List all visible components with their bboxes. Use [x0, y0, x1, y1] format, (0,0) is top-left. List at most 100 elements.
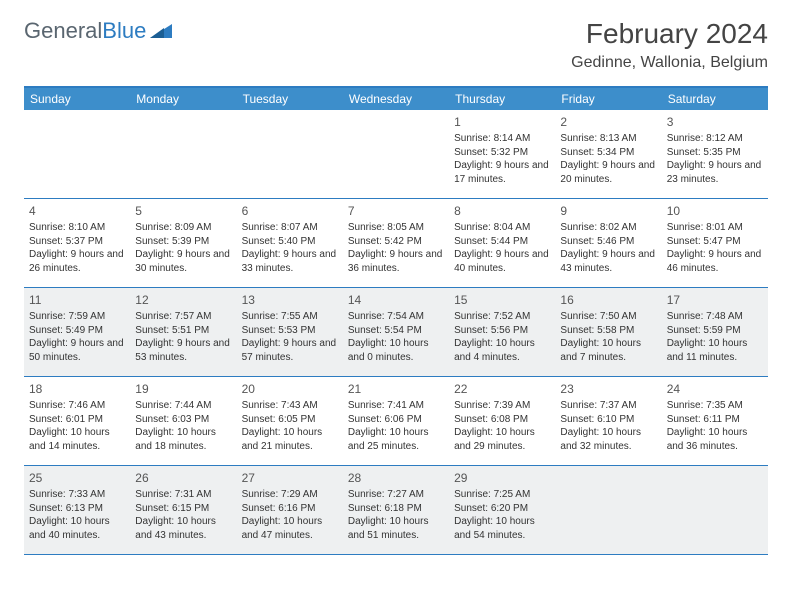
- sunrise-text: Sunrise: 7:43 AM: [242, 399, 338, 413]
- weekday-header-row: SundayMondayTuesdayWednesdayThursdayFrid…: [24, 88, 768, 110]
- sunrise-text: Sunrise: 8:13 AM: [560, 132, 656, 146]
- daylight-text: Daylight: 10 hours and 4 minutes.: [454, 337, 550, 364]
- calendar-day: 12Sunrise: 7:57 AMSunset: 5:51 PMDayligh…: [130, 288, 236, 376]
- sunset-text: Sunset: 5:53 PM: [242, 324, 338, 338]
- sunset-text: Sunset: 6:03 PM: [135, 413, 231, 427]
- weekday-header: Wednesday: [343, 88, 449, 110]
- sunrise-text: Sunrise: 8:12 AM: [667, 132, 763, 146]
- day-info: Sunrise: 7:41 AMSunset: 6:06 PMDaylight:…: [348, 399, 444, 453]
- day-number: 25: [29, 470, 125, 486]
- sunset-text: Sunset: 5:32 PM: [454, 146, 550, 160]
- calendar-week: 11Sunrise: 7:59 AMSunset: 5:49 PMDayligh…: [24, 288, 768, 377]
- sunrise-text: Sunrise: 7:48 AM: [667, 310, 763, 324]
- day-info: Sunrise: 7:44 AMSunset: 6:03 PMDaylight:…: [135, 399, 231, 453]
- sunset-text: Sunset: 5:47 PM: [667, 235, 763, 249]
- daylight-text: Daylight: 10 hours and 21 minutes.: [242, 426, 338, 453]
- daylight-text: Daylight: 10 hours and 0 minutes.: [348, 337, 444, 364]
- calendar-day: 6Sunrise: 8:07 AMSunset: 5:40 PMDaylight…: [237, 199, 343, 287]
- daylight-text: Daylight: 10 hours and 14 minutes.: [29, 426, 125, 453]
- sunset-text: Sunset: 6:11 PM: [667, 413, 763, 427]
- logo-text-blue: Blue: [102, 18, 146, 44]
- calendar-week: 18Sunrise: 7:46 AMSunset: 6:01 PMDayligh…: [24, 377, 768, 466]
- day-number: 18: [29, 381, 125, 397]
- calendar-week: 4Sunrise: 8:10 AMSunset: 5:37 PMDaylight…: [24, 199, 768, 288]
- day-number: 22: [454, 381, 550, 397]
- daylight-text: Daylight: 9 hours and 26 minutes.: [29, 248, 125, 275]
- daylight-text: Daylight: 10 hours and 43 minutes.: [135, 515, 231, 542]
- sunset-text: Sunset: 6:10 PM: [560, 413, 656, 427]
- day-number: 15: [454, 292, 550, 308]
- sunset-text: Sunset: 6:01 PM: [29, 413, 125, 427]
- day-info: Sunrise: 8:13 AMSunset: 5:34 PMDaylight:…: [560, 132, 656, 186]
- day-number: 5: [135, 203, 231, 219]
- day-info: Sunrise: 8:12 AMSunset: 5:35 PMDaylight:…: [667, 132, 763, 186]
- calendar-day: 4 Sunrise: 8:10 AMSunset: 5:37 PMDaylight…: [24, 199, 130, 287]
- day-number: 9: [560, 203, 656, 219]
- day-number: 2: [560, 114, 656, 130]
- day-info: Sunrise: 8:10 AMSunset: 5:37 PMDaylight:…: [29, 221, 125, 275]
- daylight-text: Daylight: 9 hours and 53 minutes.: [135, 337, 231, 364]
- sunrise-text: Sunrise: 7:31 AM: [135, 488, 231, 502]
- day-number: 10: [667, 203, 763, 219]
- calendar-day: 13Sunrise: 7:55 AMSunset: 5:53 PMDayligh…: [237, 288, 343, 376]
- sunrise-text: Sunrise: 8:10 AM: [29, 221, 125, 235]
- day-number: 26: [135, 470, 231, 486]
- sunrise-text: Sunrise: 8:05 AM: [348, 221, 444, 235]
- sunrise-text: Sunrise: 7:25 AM: [454, 488, 550, 502]
- sunrise-text: Sunrise: 7:27 AM: [348, 488, 444, 502]
- day-number: 27: [242, 470, 338, 486]
- day-number: 3: [667, 114, 763, 130]
- sunrise-text: Sunrise: 7:50 AM: [560, 310, 656, 324]
- daylight-text: Daylight: 9 hours and 57 minutes.: [242, 337, 338, 364]
- day-number: 21: [348, 381, 444, 397]
- day-info: Sunrise: 7:48 AMSunset: 5:59 PMDaylight:…: [667, 310, 763, 364]
- sunset-text: Sunset: 5:34 PM: [560, 146, 656, 160]
- day-info: Sunrise: 7:27 AMSunset: 6:18 PMDaylight:…: [348, 488, 444, 542]
- day-number: 28: [348, 470, 444, 486]
- day-number: 23: [560, 381, 656, 397]
- sunrise-text: Sunrise: 7:44 AM: [135, 399, 231, 413]
- logo-text-gray: General: [24, 18, 102, 44]
- sunrise-text: Sunrise: 7:35 AM: [667, 399, 763, 413]
- sunrise-text: Sunrise: 7:55 AM: [242, 310, 338, 324]
- daylight-text: Daylight: 10 hours and 54 minutes.: [454, 515, 550, 542]
- day-info: Sunrise: 7:35 AMSunset: 6:11 PMDaylight:…: [667, 399, 763, 453]
- day-info: Sunrise: 7:43 AMSunset: 6:05 PMDaylight:…: [242, 399, 338, 453]
- calendar-day: 22Sunrise: 7:39 AMSunset: 6:08 PMDayligh…: [449, 377, 555, 465]
- calendar-day: 11Sunrise: 7:59 AMSunset: 5:49 PMDayligh…: [24, 288, 130, 376]
- day-number: 4: [29, 203, 125, 219]
- day-info: Sunrise: 7:54 AMSunset: 5:54 PMDaylight:…: [348, 310, 444, 364]
- calendar-day: 27Sunrise: 7:29 AMSunset: 6:16 PMDayligh…: [237, 466, 343, 554]
- weekday-header: Friday: [555, 88, 661, 110]
- sunset-text: Sunset: 6:08 PM: [454, 413, 550, 427]
- sunrise-text: Sunrise: 7:29 AM: [242, 488, 338, 502]
- sunrise-text: Sunrise: 8:04 AM: [454, 221, 550, 235]
- day-number: 24: [667, 381, 763, 397]
- day-number: 11: [29, 292, 125, 308]
- daylight-text: Daylight: 9 hours and 46 minutes.: [667, 248, 763, 275]
- weekday-header: Thursday: [449, 88, 555, 110]
- sunset-text: Sunset: 5:59 PM: [667, 324, 763, 338]
- sunrise-text: Sunrise: 7:54 AM: [348, 310, 444, 324]
- sunset-text: Sunset: 5:46 PM: [560, 235, 656, 249]
- calendar-day: 10Sunrise: 8:01 AMSunset: 5:47 PMDayligh…: [662, 199, 768, 287]
- day-info: Sunrise: 8:05 AMSunset: 5:42 PMDaylight:…: [348, 221, 444, 275]
- calendar-day: [662, 466, 768, 554]
- day-info: Sunrise: 8:07 AMSunset: 5:40 PMDaylight:…: [242, 221, 338, 275]
- calendar-day: 20Sunrise: 7:43 AMSunset: 6:05 PMDayligh…: [237, 377, 343, 465]
- title-block: February 2024 Gedinne, Wallonia, Belgium: [571, 18, 768, 72]
- daylight-text: Daylight: 9 hours and 40 minutes.: [454, 248, 550, 275]
- calendar-day: 1Sunrise: 8:14 AMSunset: 5:32 PMDaylight…: [449, 110, 555, 198]
- sunrise-text: Sunrise: 7:41 AM: [348, 399, 444, 413]
- sunrise-text: Sunrise: 7:37 AM: [560, 399, 656, 413]
- day-info: Sunrise: 7:52 AMSunset: 5:56 PMDaylight:…: [454, 310, 550, 364]
- daylight-text: Daylight: 10 hours and 11 minutes.: [667, 337, 763, 364]
- sunset-text: Sunset: 6:13 PM: [29, 502, 125, 516]
- sunset-text: Sunset: 5:37 PM: [29, 235, 125, 249]
- calendar-day: [24, 110, 130, 198]
- day-number: 7: [348, 203, 444, 219]
- calendar-day: [343, 110, 449, 198]
- sunrise-text: Sunrise: 7:59 AM: [29, 310, 125, 324]
- daylight-text: Daylight: 9 hours and 30 minutes.: [135, 248, 231, 275]
- daylight-text: Daylight: 10 hours and 32 minutes.: [560, 426, 656, 453]
